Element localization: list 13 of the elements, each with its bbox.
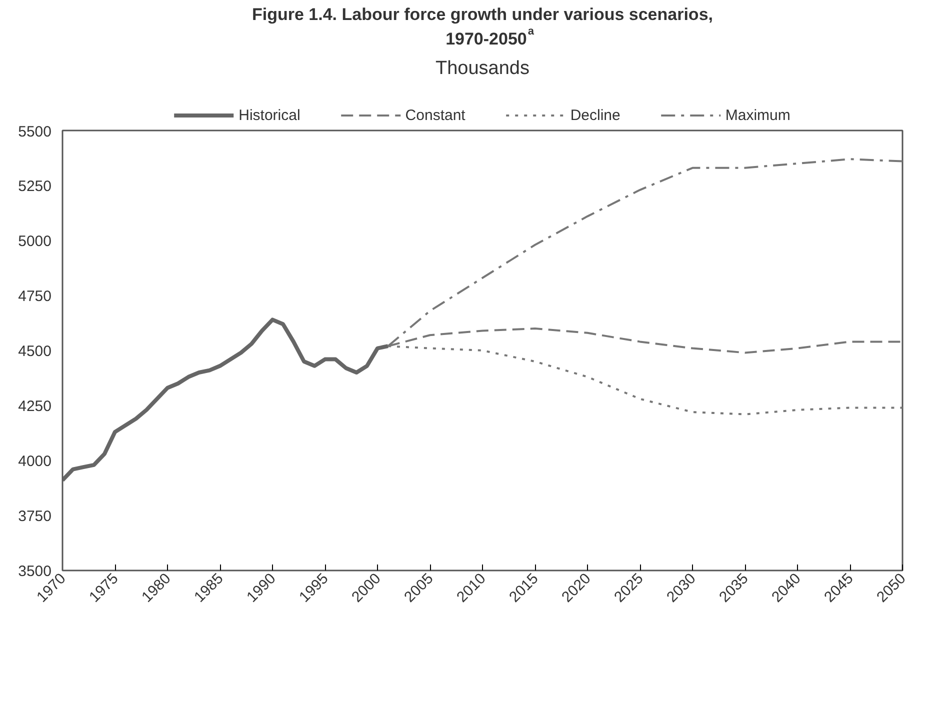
chart-subtitle: Thousands xyxy=(435,58,530,79)
y-tick-label: 4250 xyxy=(18,398,52,415)
y-tick-label: 5500 xyxy=(18,124,52,140)
y-tick-label: 4500 xyxy=(18,343,52,360)
y-tick-label: 4750 xyxy=(18,288,52,305)
legend-label: Constant xyxy=(405,106,466,124)
legend-label: Historical xyxy=(238,106,300,124)
legend-label: Decline xyxy=(570,106,620,124)
y-tick-label: 4000 xyxy=(18,453,52,470)
y-tick-label: 3750 xyxy=(18,508,52,525)
y-tick-label: 5250 xyxy=(18,178,52,195)
y-tick-label: 5000 xyxy=(18,233,52,250)
legend-label: Maximum xyxy=(725,106,790,124)
